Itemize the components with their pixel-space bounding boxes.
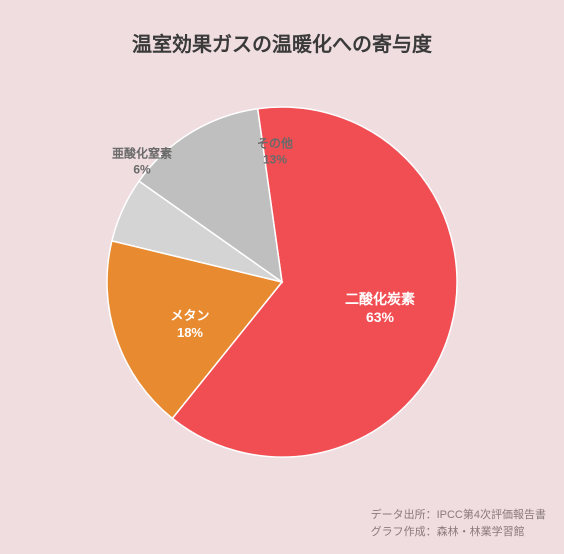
- slice-name: メタン: [170, 308, 209, 325]
- slice-percent: 13%: [257, 152, 293, 168]
- slice-label: メタン18%: [170, 308, 209, 342]
- slice-label: 亜酸化窒素6%: [112, 146, 172, 177]
- slice-name: 亜酸化窒素: [112, 146, 172, 162]
- slice-percent: 63%: [345, 308, 415, 326]
- slice-name: その他: [257, 136, 293, 152]
- slice-label: 二酸化炭素63%: [345, 290, 415, 326]
- slice-percent: 18%: [170, 325, 209, 342]
- slice-percent: 6%: [112, 162, 172, 178]
- slice-label: その他13%: [257, 136, 293, 167]
- chart-title: 温室効果ガスの温暖化への寄与度: [0, 28, 564, 57]
- slice-name: 二酸化炭素: [345, 290, 415, 308]
- footer-source: データ出所：IPCC第4次評価報告書: [371, 507, 546, 524]
- footer-credit: グラフ作成：森林・林業学習館: [371, 524, 546, 541]
- chart-footer: データ出所：IPCC第4次評価報告書 グラフ作成：森林・林業学習館: [371, 507, 546, 540]
